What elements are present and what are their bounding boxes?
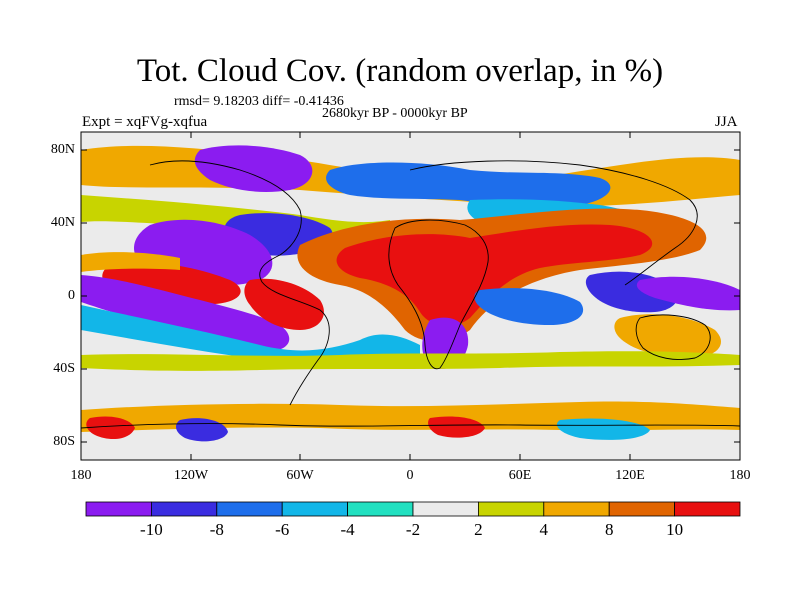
- y-tick-label: 40N: [50, 215, 75, 230]
- colorbar: [85, 501, 741, 517]
- y-tick-label: 0: [68, 288, 75, 303]
- experiment-label: Expt = xqFVg-xqfua: [82, 114, 208, 130]
- colorbar-label: -2: [405, 520, 421, 539]
- anomaly-patch: [428, 416, 485, 438]
- coastline: [149, 160, 330, 406]
- anomaly-patch: [81, 252, 180, 272]
- x-axis-ticks: [80, 132, 741, 460]
- colorbar-swatch: [347, 501, 414, 517]
- coastline: [635, 314, 711, 360]
- colorbar-label: -6: [275, 520, 290, 539]
- y-tick-label: 40S: [53, 361, 75, 376]
- colorbar-swatch: [543, 501, 610, 517]
- coastline: [409, 160, 698, 286]
- colorbar-label: 8: [604, 520, 614, 539]
- anomaly-patch: [194, 145, 313, 192]
- colorbar-label: -4: [340, 520, 355, 539]
- x-tick-label: 180: [729, 468, 751, 483]
- anomaly-patch: [326, 162, 611, 208]
- colorbar-label: -10: [140, 520, 163, 539]
- colorbar-swatch: [150, 501, 218, 517]
- colorbar-label: -8: [209, 520, 224, 539]
- x-tick-label: 60W: [286, 468, 314, 483]
- y-axis-ticks: [81, 149, 740, 443]
- anomaly-patch: [86, 416, 135, 440]
- stats-text: rmsd= 9.18203 diff= -0.41436: [174, 94, 344, 109]
- colorbar-label: 2: [474, 520, 483, 539]
- colorbar-label: 10: [666, 520, 684, 539]
- colorbar-swatch: [216, 501, 283, 517]
- anomaly-patch: [474, 288, 584, 325]
- colorbar-swatch: [477, 501, 545, 517]
- colorbar-swatch: [281, 501, 349, 517]
- colorbar-swatch: [674, 501, 741, 517]
- season-label: JJA: [715, 114, 738, 130]
- period-text: 2680kyr BP - 0000kyr BP: [322, 106, 468, 121]
- colorbar-swatch: [608, 501, 676, 517]
- x-tick-label: 0: [406, 468, 414, 483]
- anomaly-patch: [81, 305, 420, 366]
- colorbar-swatch: [85, 501, 152, 517]
- plot-title: Tot. Cloud Cov. (random overlap, in %): [136, 53, 664, 89]
- anomaly-patch: [336, 224, 653, 326]
- anomaly-patch: [81, 351, 740, 371]
- coastline: [388, 219, 489, 370]
- y-tick-label: 80S: [53, 434, 75, 449]
- anomaly-patch: [614, 314, 721, 358]
- x-tick-label: 120W: [173, 468, 209, 483]
- anomaly-patch: [556, 418, 650, 440]
- coastline: [81, 423, 740, 429]
- colorbar-swatch: [412, 501, 479, 517]
- y-tick-label: 80N: [50, 142, 75, 157]
- x-tick-label: 180: [70, 468, 92, 483]
- x-tick-label: 60E: [508, 468, 532, 483]
- x-tick-label: 120E: [615, 468, 645, 483]
- anomaly-patch: [636, 276, 740, 311]
- anomaly-patch: [81, 275, 290, 351]
- anomaly-patch: [244, 278, 324, 330]
- anomaly-field: [81, 132, 740, 460]
- colorbar-label: 4: [539, 520, 549, 539]
